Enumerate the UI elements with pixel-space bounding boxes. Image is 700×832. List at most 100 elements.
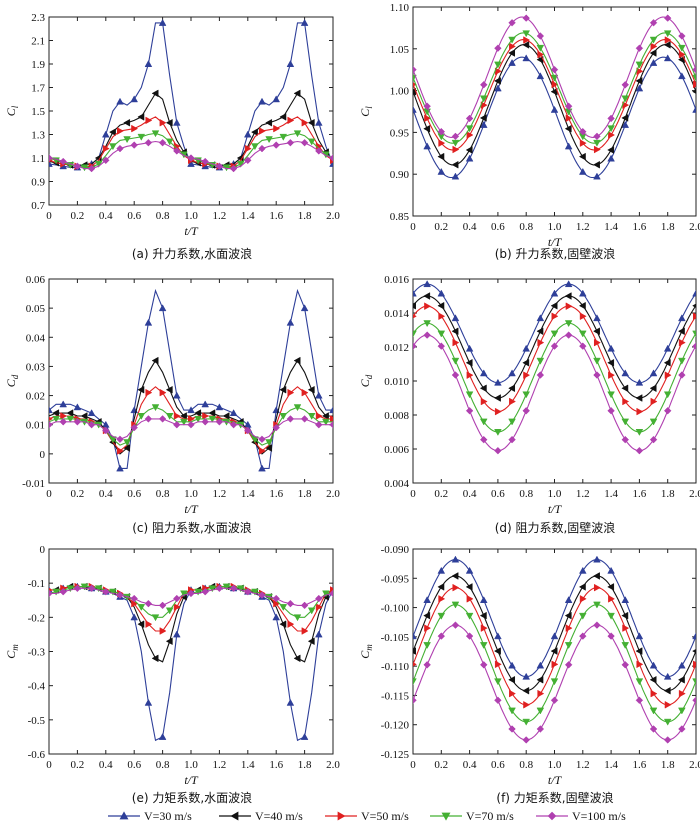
data-point [423, 611, 431, 620]
data-point [273, 124, 281, 133]
data-point [287, 620, 295, 628]
data-point [194, 409, 202, 417]
data-point [286, 599, 295, 608]
data-point [187, 420, 195, 429]
legend-marker [441, 812, 451, 821]
data-point [80, 583, 89, 591]
y-tick-label: -0.1 [28, 578, 45, 590]
data-point [692, 105, 696, 113]
y-tick-label: 0.06 [26, 274, 46, 286]
data-point [508, 384, 516, 393]
data-point [202, 412, 210, 420]
data-point [451, 314, 460, 322]
data-point [593, 145, 601, 154]
data-point [265, 118, 273, 127]
data-point [635, 446, 644, 455]
data-point [123, 118, 131, 127]
data-point [451, 357, 460, 365]
data-point [565, 114, 573, 123]
data-point [678, 72, 686, 80]
data-point [564, 280, 573, 288]
data-point [60, 412, 68, 420]
x-tick-label: 1.6 [633, 488, 647, 500]
data-point [330, 415, 333, 423]
data-point [194, 415, 202, 423]
data-point [300, 733, 309, 740]
data-point [165, 413, 174, 420]
x-tick-label: 0 [46, 759, 52, 771]
data-point [509, 42, 516, 51]
data-point [300, 138, 309, 147]
y-tick-label: 1.5 [31, 106, 45, 118]
data-point [437, 289, 446, 297]
data-point [108, 128, 116, 136]
x-tick-label: 0.4 [463, 759, 477, 771]
data-point [413, 647, 416, 655]
data-point [678, 357, 686, 365]
data-point [423, 102, 431, 110]
x-axis-label: t/T [548, 235, 563, 249]
data-point [413, 662, 417, 667]
y-axis-label: Cl [358, 106, 374, 117]
data-point [437, 632, 446, 640]
plot-area [49, 288, 333, 472]
data-point [578, 583, 586, 591]
chart-panel-5: 0 0.2 0.4 0.6 0.8 1.0 1.2 1.4 1.6 1.8 2.0 -0.6 -0.5 -… [4, 544, 340, 805]
chart-panel-4: 0 0.2 0.4 0.6 0.8 1.0 1.2 1.4 1.6 1.8 2.0 0.004 0.00… [358, 274, 700, 535]
x-tick-label: 1.4 [241, 488, 255, 500]
data-point [165, 385, 173, 394]
data-point [635, 632, 644, 640]
data-point [664, 371, 672, 380]
data-point [300, 18, 309, 26]
data-point [564, 124, 572, 133]
plot-frame [48, 548, 334, 755]
y-tick-label: -0.01 [22, 478, 45, 490]
data-point [116, 464, 124, 472]
data-point [158, 415, 167, 423]
data-point [229, 164, 238, 173]
data-point [692, 74, 696, 82]
data-point [693, 660, 696, 669]
data-point [550, 289, 559, 297]
data-point [322, 418, 330, 426]
data-point [236, 154, 244, 162]
data-point [479, 611, 487, 620]
data-point [564, 102, 573, 110]
data-point [593, 583, 601, 592]
data-point [172, 118, 181, 126]
data-point [522, 736, 530, 744]
y-tick-label: 0.012 [384, 342, 409, 354]
data-point [550, 678, 559, 686]
data-point [123, 444, 131, 452]
y-tick-label: -0.5 [28, 715, 46, 727]
data-point [579, 139, 587, 147]
x-tick-label: 2.0 [326, 210, 340, 222]
y-tick-label: 0.010 [384, 376, 409, 388]
data-point [678, 338, 686, 347]
data-point [678, 32, 686, 40]
data-point [144, 318, 153, 326]
y-tick-label: -0.4 [28, 681, 46, 693]
data-point [537, 338, 545, 347]
data-point [180, 418, 188, 426]
data-point [159, 118, 167, 127]
data-point [201, 587, 209, 596]
y-tick-label: 0.004 [384, 478, 409, 490]
y-axis-label-subscript: m [364, 644, 374, 651]
data-point [621, 435, 630, 444]
data-point [251, 588, 259, 596]
data-point [173, 594, 181, 603]
data-point [479, 81, 488, 89]
x-tick-label: 1.4 [241, 210, 255, 222]
data-point [158, 601, 167, 610]
data-point [692, 303, 696, 308]
x-tick-label: 1.4 [604, 759, 618, 771]
y-tick-label: 0.05 [26, 303, 46, 315]
data-point [663, 344, 672, 352]
data-point [130, 594, 138, 603]
legend-label: V=70 m/s [466, 809, 514, 823]
data-point [307, 118, 315, 127]
panel-caption: (a) 升力系数,水面波浪 [132, 246, 252, 261]
data-point [536, 675, 544, 684]
data-point [329, 406, 333, 414]
